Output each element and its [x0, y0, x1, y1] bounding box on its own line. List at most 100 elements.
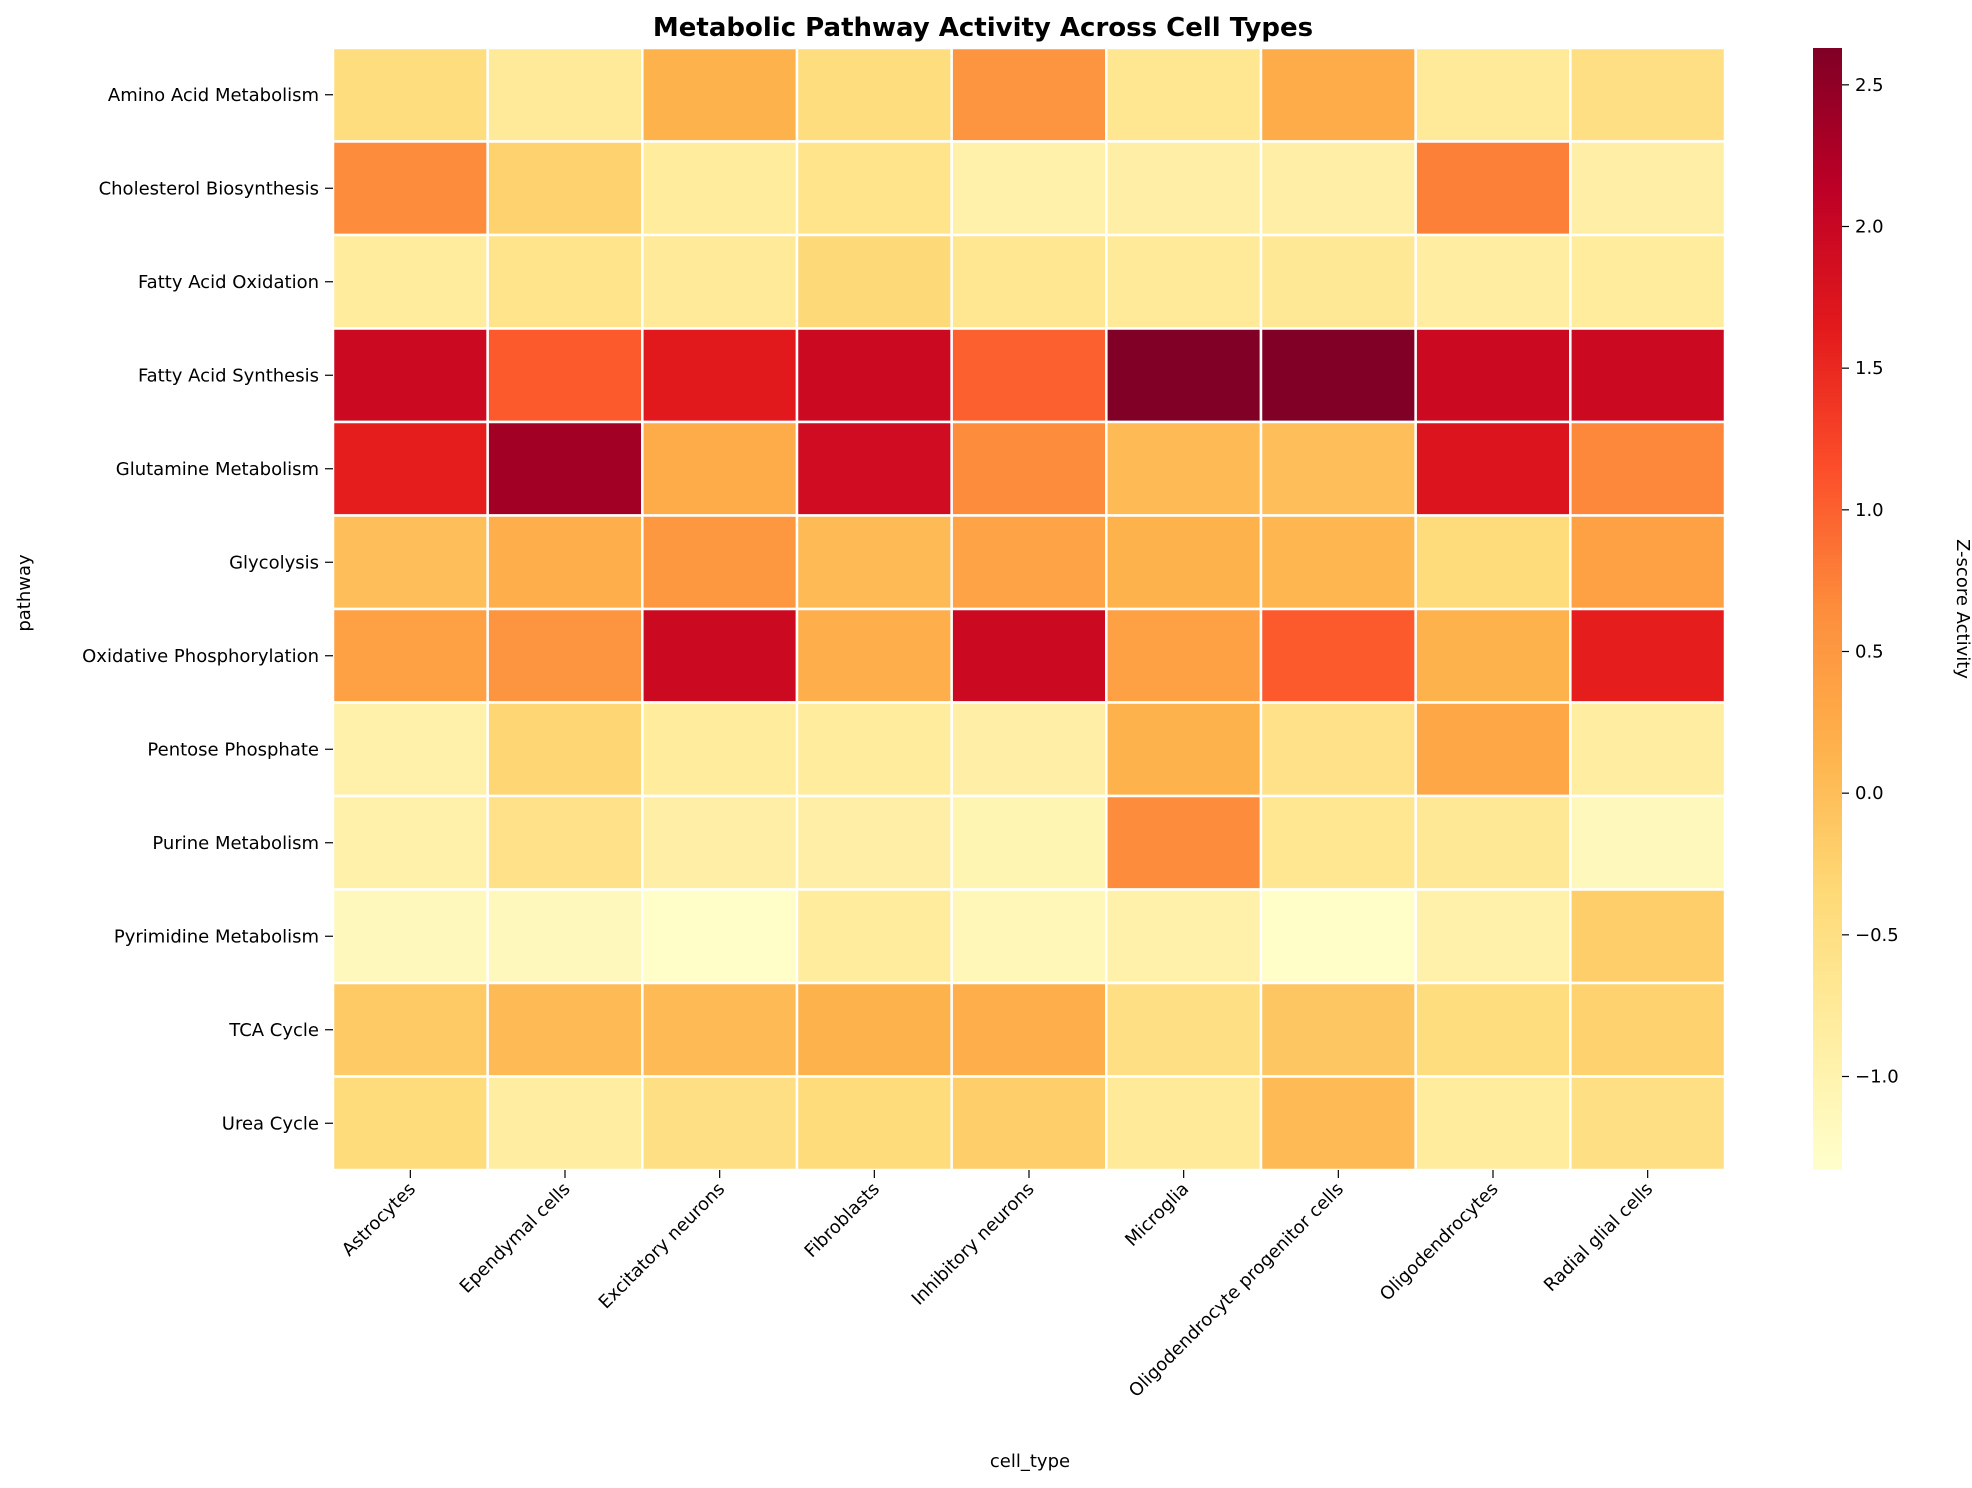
heatmap-cell [1105, 1075, 1263, 1172]
heatmap-cell [486, 46, 644, 143]
colorbar-tick-label: −0.5 [1855, 925, 1899, 946]
heatmap-cell [795, 233, 953, 330]
heatmap-cell [1105, 701, 1263, 798]
heatmap-cell [1105, 140, 1263, 237]
heatmap-cell [331, 794, 489, 891]
colorbar-tick-label: 2.0 [1855, 217, 1884, 238]
y-tick-label: Cholesterol Biosynthesis [99, 178, 319, 199]
x-axis-label: cell_type [990, 1451, 1070, 1472]
heatmap-cell [950, 701, 1108, 798]
heatmap-cell [331, 1075, 489, 1172]
x-ticks: Astrocytes Ependymal cells Excitatory neur… [338, 1170, 1657, 1402]
heatmap-cell [1105, 981, 1263, 1078]
heatmap-cell [1259, 420, 1417, 517]
colorbar-tick-label: 1.5 [1855, 358, 1884, 379]
colorbar [1813, 48, 1842, 1170]
heatmap-cell [641, 233, 799, 330]
heatmap-cell [795, 701, 953, 798]
colorbar-tick-label: 1.0 [1855, 500, 1884, 521]
y-tick-label: Oxidative Phosphorylation [82, 646, 319, 667]
heatmap-cell [1259, 233, 1417, 330]
heatmap-cell [331, 420, 489, 517]
heatmap-cell [1105, 420, 1263, 517]
heatmap-cell [641, 140, 799, 237]
colorbar-ticks: 2.5 2.0 1.5 1.0 0.5 0.0 −0.5 −1.0 [1842, 75, 1899, 1088]
heatmap-cell [641, 981, 799, 1078]
y-tick-label: Pentose Phosphate [147, 739, 319, 760]
heatmap-cell [331, 140, 489, 237]
heatmap-cell [1414, 233, 1572, 330]
x-tick-label: Ependymal cells [456, 1179, 575, 1298]
heatmap-cell [1569, 327, 1727, 424]
heatmap-cell [641, 327, 799, 424]
heatmap-cell [1414, 701, 1572, 798]
heatmap-cell [1259, 514, 1417, 611]
heatmap-cell [1569, 981, 1727, 1078]
heatmap-cell [486, 233, 644, 330]
heatmap-cell [1259, 1075, 1417, 1172]
heatmap-cell [795, 794, 953, 891]
heatmap-cell [795, 46, 953, 143]
heatmap-cell [950, 888, 1108, 985]
heatmap-cell [1105, 46, 1263, 143]
colorbar-tick-label: 2.5 [1855, 75, 1884, 96]
heatmap-cell [1569, 701, 1727, 798]
heatmap-cell [486, 514, 644, 611]
heatmap-cell [1569, 420, 1727, 517]
heatmap-cell [795, 327, 953, 424]
heatmap-cell [486, 888, 644, 985]
heatmap-cell [486, 140, 644, 237]
x-tick-label: Microglia [1121, 1179, 1193, 1251]
heatmap-cell [1259, 981, 1417, 1078]
heatmap-cell [1569, 46, 1727, 143]
heatmap-cell [1569, 1075, 1727, 1172]
y-tick-label: Urea Cycle [222, 1113, 319, 1134]
heatmap-cell [795, 888, 953, 985]
heatmap-cell [641, 607, 799, 704]
heatmap-cell [950, 327, 1108, 424]
y-tick-label: Glycolysis [229, 552, 319, 573]
y-tick-label: Fatty Acid Oxidation [138, 272, 319, 293]
heatmap-cell [1259, 607, 1417, 704]
x-tick-label: Astrocytes [338, 1179, 420, 1261]
y-axis-label: pathway [14, 554, 35, 632]
heatmap-cell [331, 46, 489, 143]
heatmap-cell [331, 233, 489, 330]
y-tick-label: Amino Acid Metabolism [108, 85, 319, 106]
colorbar-tick-label: −1.0 [1855, 1067, 1899, 1088]
heatmap-cell [1414, 794, 1572, 891]
heatmap-cell [641, 514, 799, 611]
heatmap-cell [1105, 233, 1263, 330]
heatmap-cell [1569, 607, 1727, 704]
heatmap-cell [1414, 140, 1572, 237]
y-tick-label: Glutamine Metabolism [116, 459, 319, 480]
heatmap-cell [1414, 420, 1572, 517]
heatmap-cell [950, 233, 1108, 330]
y-tick-label: Pyrimidine Metabolism [114, 926, 319, 947]
heatmap-cell [1414, 1075, 1572, 1172]
heatmap-cell [1569, 514, 1727, 611]
heatmap-cell [1105, 514, 1263, 611]
heatmap-cell [331, 607, 489, 704]
heatmap-cell [1105, 607, 1263, 704]
heatmap-cell [1105, 794, 1263, 891]
heatmap-cell [1259, 888, 1417, 985]
heatmap-cell [950, 514, 1108, 611]
x-tick-label: Oligodendrocytes [1376, 1179, 1503, 1306]
heatmap-cell [486, 701, 644, 798]
heatmap-cell [331, 514, 489, 611]
heatmap-cell [1569, 888, 1727, 985]
heatmap-cell [486, 1075, 644, 1172]
x-tick-label: Inhibitory neurons [908, 1179, 1039, 1310]
heatmap-cell [795, 140, 953, 237]
heatmap-cell [950, 794, 1108, 891]
y-tick-label: Purine Metabolism [152, 833, 319, 854]
heatmap-cell [1414, 327, 1572, 424]
x-tick-label: Fibroblasts [801, 1179, 884, 1262]
heatmap-cell [1569, 140, 1727, 237]
heatmap-cell [641, 701, 799, 798]
x-tick-label: Radial glial cells [1540, 1179, 1657, 1296]
heatmap-cell [331, 327, 489, 424]
